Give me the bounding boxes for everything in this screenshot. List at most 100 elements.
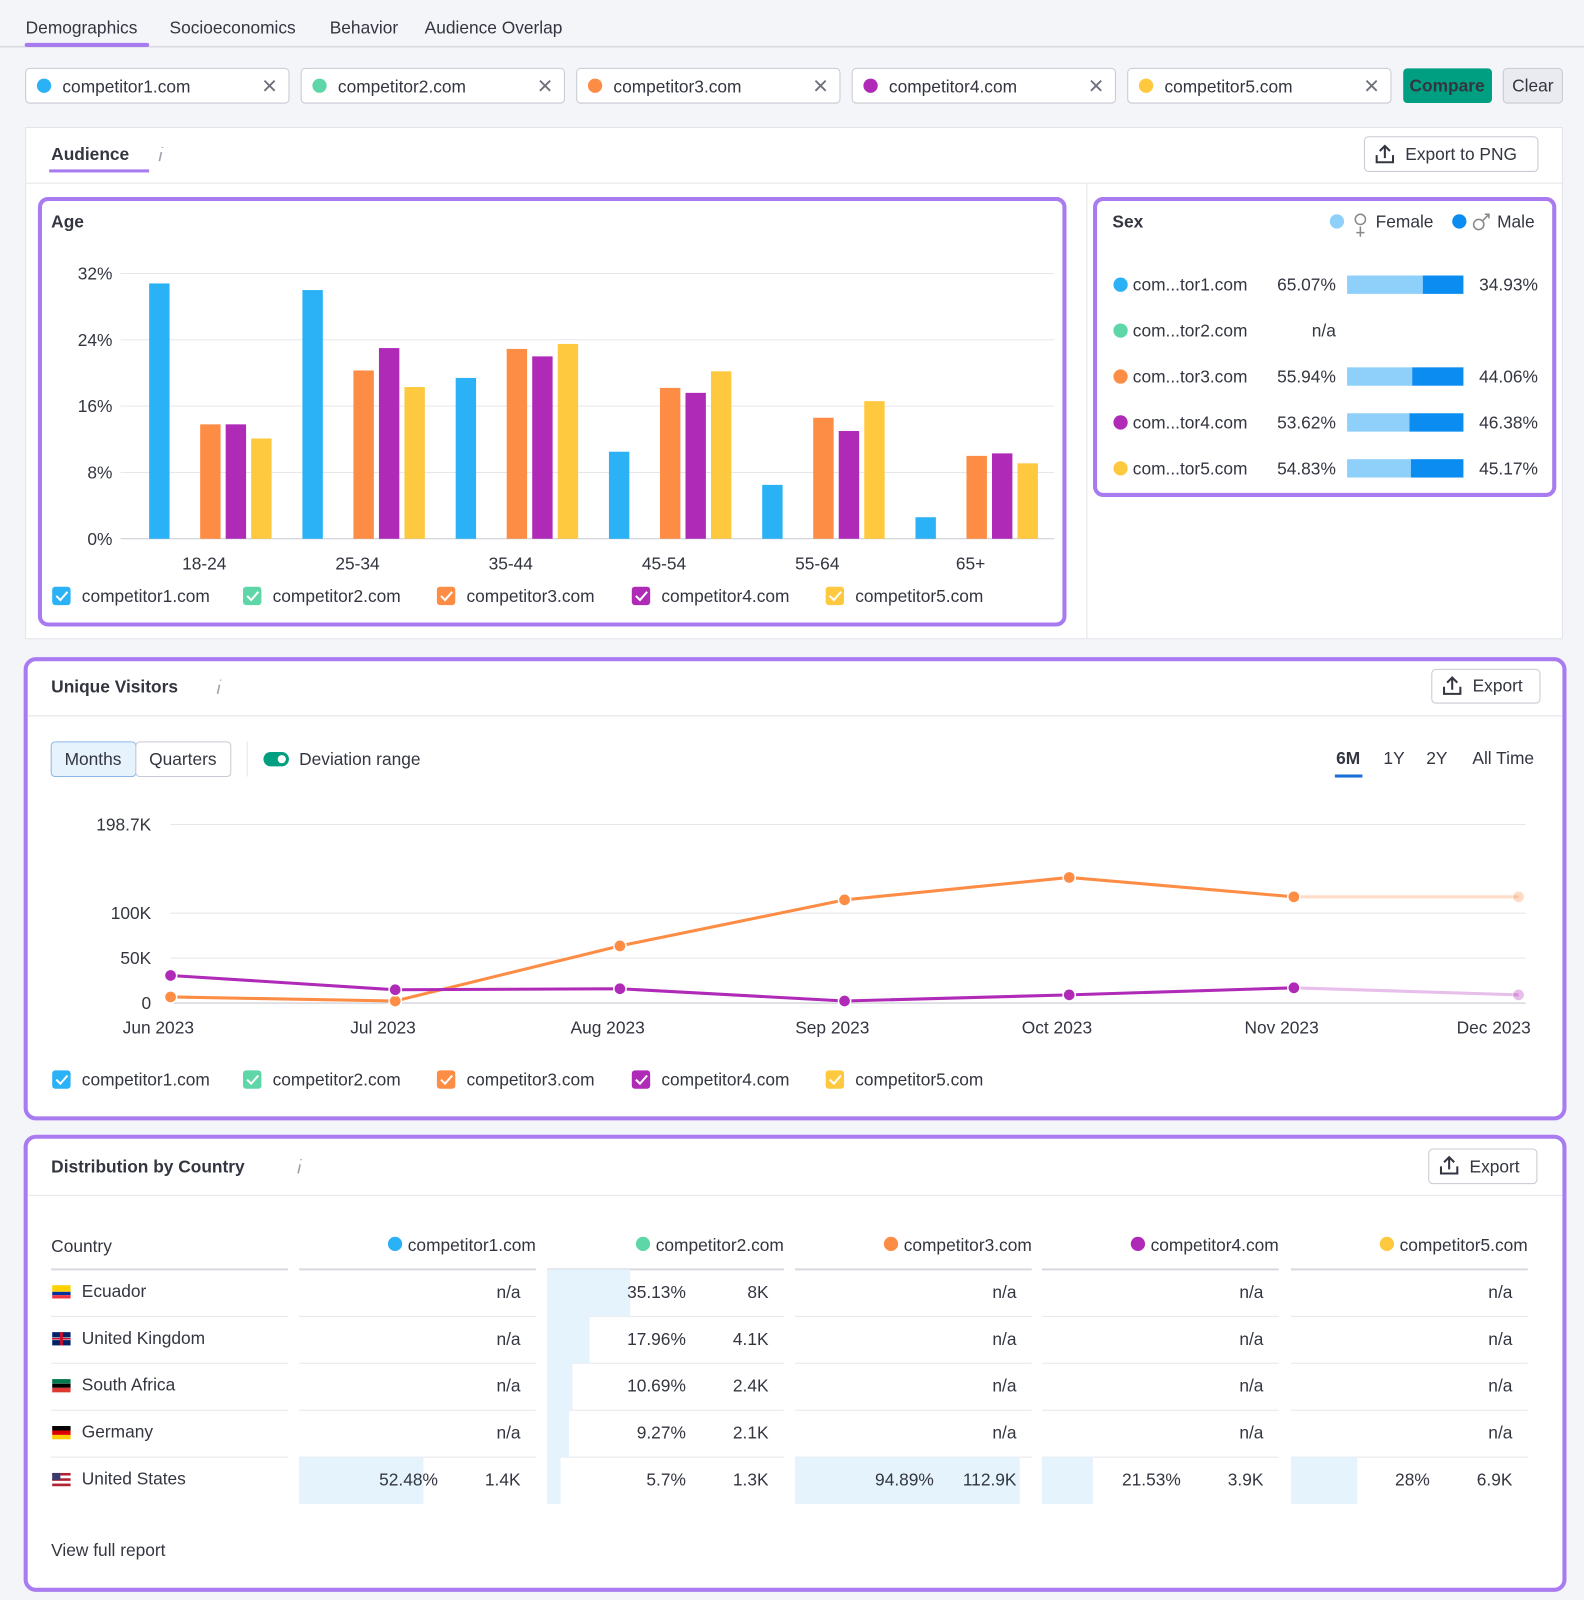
bar: [378, 348, 400, 539]
point: [837, 893, 852, 907]
tab[interactable]: Demographics: [26, 18, 138, 38]
remove-icon[interactable]: [263, 79, 276, 92]
report-link[interactable]: View full report: [51, 1540, 165, 1560]
legend-label[interactable]: competitor2.com: [273, 586, 401, 606]
legend-checkbox[interactable]: [52, 1070, 71, 1089]
legend-label[interactable]: competitor1.com: [82, 1070, 210, 1090]
legend-checkbox[interactable]: [825, 586, 845, 606]
range-option[interactable]: All Time: [1472, 748, 1534, 768]
remove-icon[interactable]: [1090, 79, 1102, 92]
country-name: South Africa: [82, 1375, 176, 1395]
y-tick-label: 100K: [111, 903, 152, 923]
competitor-input[interactable]: [1127, 67, 1392, 104]
range-option[interactable]: 1Y: [1383, 748, 1405, 768]
switch-label[interactable]: Deviation range: [299, 749, 420, 769]
clear-button[interactable]: [1502, 67, 1563, 104]
competitor-dot: [1113, 277, 1128, 292]
x-tick-label: Dec 2023: [1457, 1018, 1531, 1038]
point: [163, 990, 178, 1004]
bar: [225, 424, 247, 539]
toggle-label[interactable]: Quarters: [149, 749, 217, 769]
legend-dot: [1452, 214, 1467, 229]
y-tick-label: 8%: [87, 462, 112, 482]
column-header: competitor2.com: [656, 1235, 784, 1255]
legend-checkbox[interactable]: [436, 586, 456, 606]
card-title: Distribution by Country: [51, 1156, 245, 1176]
range-option[interactable]: 6M: [1336, 748, 1360, 768]
male-value: 46.38%: [1479, 412, 1538, 432]
column-header: competitor3.com: [904, 1235, 1032, 1255]
legend-label[interactable]: competitor3.com: [466, 1070, 594, 1090]
legend-label[interactable]: competitor2.com: [273, 1070, 401, 1090]
check-mark: [246, 591, 260, 602]
toggle-label[interactable]: Months: [65, 749, 122, 769]
cell-value: n/a: [992, 1423, 1016, 1443]
legend-checkbox[interactable]: [243, 1070, 262, 1089]
column-header: competitor1.com: [408, 1235, 536, 1255]
legend-label[interactable]: competitor3.com: [466, 586, 594, 606]
competitor-input[interactable]: [300, 67, 565, 104]
cell-value: n/a: [992, 1376, 1016, 1396]
point: [1062, 870, 1077, 885]
export-label[interactable]: Export: [1470, 1156, 1520, 1176]
card-title: Audience: [51, 144, 129, 164]
competitor-input[interactable]: [25, 67, 290, 104]
competitor-dot: [883, 1236, 899, 1252]
cell-value: n/a: [496, 1282, 520, 1302]
compare-button[interactable]: [1403, 68, 1492, 104]
cell-value: n/a: [1488, 1329, 1512, 1349]
compare-label[interactable]: Compare: [1410, 76, 1485, 96]
export-icon: [1443, 676, 1462, 695]
check-mark: [440, 591, 453, 602]
tab[interactable]: Audience Overlap: [425, 18, 563, 38]
toggle-option[interactable]: [135, 741, 232, 778]
legend-checkbox[interactable]: [436, 1070, 456, 1089]
female-icon: [1356, 226, 1365, 237]
legend-checkbox[interactable]: [243, 586, 262, 606]
export-label[interactable]: Export to PNG: [1405, 144, 1517, 164]
tab[interactable]: Behavior: [330, 18, 399, 38]
competitor-input[interactable]: [851, 67, 1116, 104]
share-value: 5.7%: [646, 1470, 686, 1490]
legend-checkbox[interactable]: [631, 586, 651, 606]
legend-label[interactable]: competitor4.com: [661, 1070, 789, 1090]
visits-value: 6.9K: [1477, 1470, 1513, 1490]
line: [170, 875, 1294, 1003]
visits-value: 112.9K: [963, 1470, 1017, 1490]
export-label[interactable]: Export: [1473, 676, 1523, 696]
remove-icon[interactable]: [539, 79, 551, 92]
range-option[interactable]: 2Y: [1426, 748, 1448, 768]
visits-value: 2.1K: [733, 1423, 769, 1443]
legend-checkbox[interactable]: [825, 1070, 845, 1089]
legend-label[interactable]: competitor1.com: [82, 586, 210, 606]
bar: [1017, 463, 1038, 539]
cell-value: n/a: [1239, 1329, 1263, 1349]
age-frame: [37, 196, 1067, 627]
check-mark: [55, 591, 69, 602]
flag: [52, 1472, 61, 1481]
remove-icon[interactable]: [1365, 79, 1378, 92]
y-tick-label: 0%: [87, 529, 112, 549]
tab[interactable]: Socioeconomics: [170, 18, 297, 38]
bar: [302, 290, 323, 539]
flag: [52, 1430, 71, 1435]
visits-value: 4.1K: [733, 1329, 769, 1349]
competitor-input[interactable]: [576, 67, 841, 104]
competitor-dot: [1130, 1236, 1146, 1252]
check-mark: [440, 1074, 453, 1086]
remove-icon[interactable]: [814, 79, 827, 92]
legend-checkbox[interactable]: [631, 1070, 651, 1089]
legend-label[interactable]: competitor5.com: [855, 586, 983, 606]
check-mark: [829, 591, 842, 602]
legend-checkbox[interactable]: [52, 586, 71, 606]
y-tick-label: 0: [142, 993, 152, 1013]
legend-label[interactable]: competitor4.com: [661, 586, 789, 606]
bar: [353, 370, 374, 539]
clear-label[interactable]: Clear: [1512, 76, 1554, 96]
export-button[interactable]: [1428, 1148, 1538, 1185]
row-label: com...tor1.com: [1133, 275, 1248, 295]
export-button[interactable]: [1363, 136, 1539, 172]
competitor-dot: [1379, 1236, 1395, 1252]
legend-label[interactable]: competitor5.com: [855, 1070, 983, 1090]
flag: [52, 1478, 71, 1481]
